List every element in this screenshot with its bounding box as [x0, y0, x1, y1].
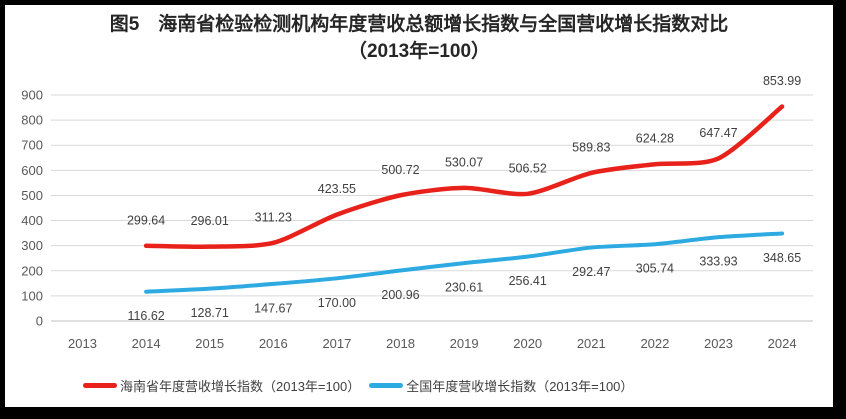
x-tick-label: 2019	[450, 336, 479, 351]
data-label: 147.67	[254, 301, 292, 315]
data-label: 589.83	[572, 140, 610, 154]
x-tick-label: 2024	[768, 336, 797, 351]
data-label: 348.65	[763, 251, 801, 265]
data-label: 530.07	[445, 155, 483, 169]
legend-label-hainan: 海南省年度营收增长指数（2013年=100）	[120, 378, 361, 394]
y-tick-label: 800	[21, 113, 43, 128]
data-label: 506.52	[509, 161, 547, 175]
data-label: 200.96	[381, 288, 419, 302]
hainan-series-swatch	[83, 382, 117, 388]
y-tick-label: 700	[21, 138, 43, 153]
data-label: 500.72	[381, 163, 419, 177]
y-tick-label: 200	[21, 263, 43, 278]
chart-canvas: 图5 海南省检验检测机构年度营收总额增长指数与全国营收增长指数对比 （2013年…	[5, 5, 833, 407]
y-tick-label: 600	[21, 163, 43, 178]
chart-title-line1: 图5 海南省检验检测机构年度营收总额增长指数与全国营收增长指数对比	[109, 14, 729, 35]
data-label: 853.99	[763, 74, 801, 88]
x-tick-label: 2018	[386, 336, 415, 351]
y-tick-label: 0	[36, 314, 43, 329]
x-tick-label: 2014	[132, 336, 161, 351]
legend-label-national: 全国年度营收增长指数（2013年=100）	[406, 378, 634, 394]
x-tick-label: 2017	[322, 336, 351, 351]
legend-item-national: 全国年度营收增长指数（2013年=100）	[369, 376, 633, 395]
national-series-line	[144, 231, 785, 294]
data-label: 296.01	[191, 214, 229, 228]
hainan-series-line	[143, 104, 785, 249]
data-label: 230.61	[445, 281, 483, 295]
data-label: 170.00	[318, 296, 356, 310]
y-tick-label: 900	[21, 88, 43, 103]
data-label: 333.93	[699, 255, 737, 269]
data-label: 299.64	[127, 213, 165, 227]
x-tick-label: 2023	[704, 336, 733, 351]
x-tick-label: 2020	[513, 336, 542, 351]
y-tick-label: 300	[21, 238, 43, 253]
data-label: 624.28	[636, 132, 674, 146]
y-tick-label: 500	[21, 188, 43, 203]
data-label: 423.55	[318, 182, 356, 196]
legend-item-hainan: 海南省年度营收增长指数（2013年=100）	[83, 376, 360, 395]
chart-title-line2: （2013年=100）	[347, 41, 491, 62]
chart-legend: 海南省年度营收增长指数（2013年=100） 全国年度营收增长指数（2013年=…	[83, 375, 633, 395]
national-series-swatch	[369, 382, 404, 388]
line-chart-plot: 0 100 200 300 400 500 600 700 800 900 2013 2014 2015…	[21, 74, 813, 351]
y-tick-label: 100	[21, 288, 43, 303]
data-label: 256.41	[509, 274, 547, 288]
data-label: 116.62	[127, 309, 164, 323]
data-label: 647.47	[699, 126, 737, 140]
y-tick-label: 400	[21, 213, 43, 228]
x-tick-label: 2013	[68, 336, 97, 351]
x-tick-label: 2021	[577, 336, 606, 351]
x-tick-label: 2022	[640, 336, 669, 351]
data-label: 311.23	[255, 210, 292, 224]
data-label: 305.74	[636, 262, 674, 276]
x-tick-label: 2016	[259, 336, 288, 351]
data-label: 292.47	[572, 265, 610, 279]
x-tick-label: 2015	[195, 336, 224, 351]
chart-title: 图5 海南省检验检测机构年度营收总额增长指数与全国营收增长指数对比 （2013年…	[5, 11, 833, 65]
data-label: 128.71	[191, 306, 229, 320]
